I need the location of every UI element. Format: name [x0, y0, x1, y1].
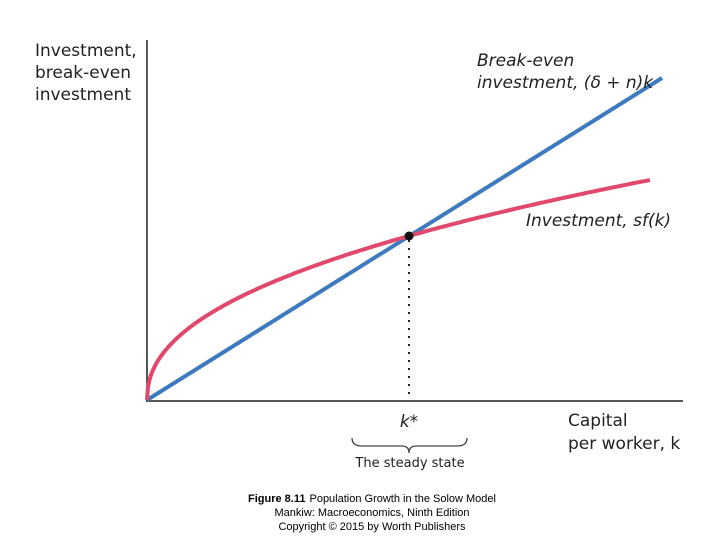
break-even-label: Break-even [477, 51, 574, 71]
investment-curve [145, 178, 651, 401]
y-axis-label: Investment, [35, 41, 137, 61]
y-axis-label: investment [35, 85, 131, 105]
x-axis-label: Capital [568, 411, 628, 431]
caption-line: Copyright © 2015 by Worth Publishers [278, 521, 466, 533]
x-axis-label: per worker, k [568, 434, 680, 454]
caption-title: Figure 8.11 Population Growth in the Solo… [248, 493, 496, 505]
y-axis-label: break-even [35, 63, 131, 83]
figure-number: Figure 8.11 [248, 493, 305, 505]
steady-state-label: The steady state [354, 456, 464, 471]
steady-state-point [404, 231, 414, 241]
steady-state-symbol: k* [400, 412, 418, 432]
figure-title: Population Growth in the Solow Model [309, 493, 496, 505]
caption-line: Mankiw: Macroeconomics, Ninth Edition [274, 507, 469, 519]
brace [351, 437, 468, 454]
break-even-label: investment, (δ + n)k [477, 73, 654, 93]
investment-label: Investment, sf(k) [526, 211, 671, 231]
